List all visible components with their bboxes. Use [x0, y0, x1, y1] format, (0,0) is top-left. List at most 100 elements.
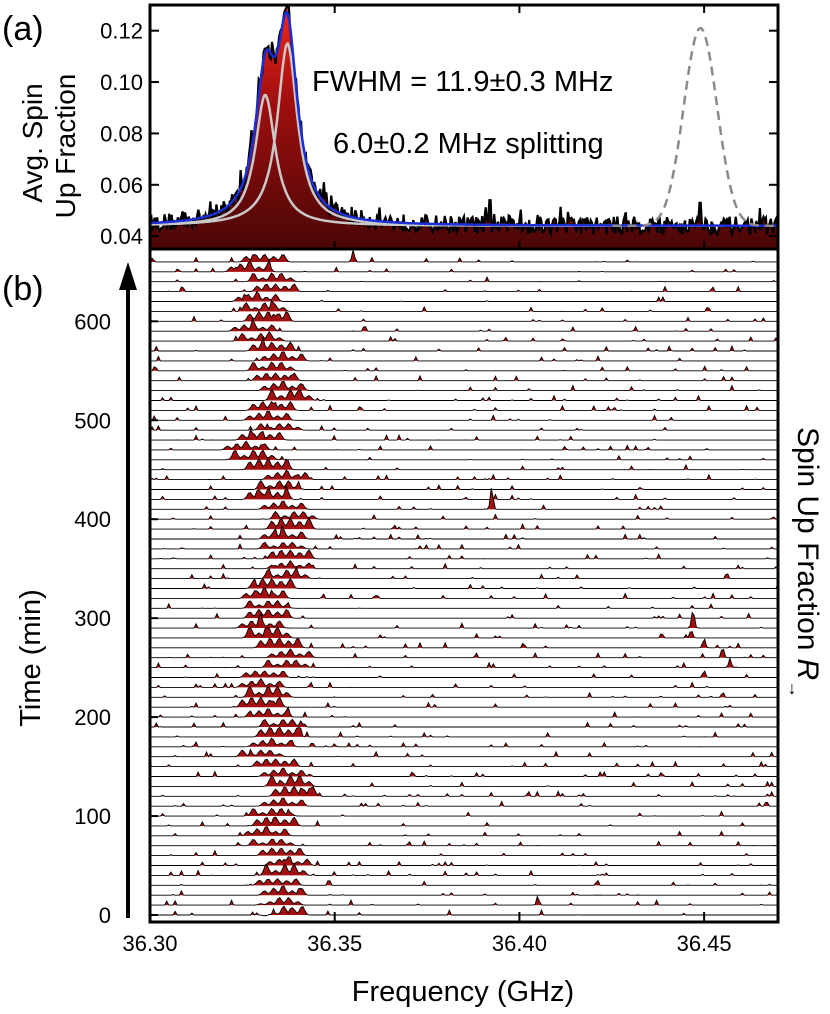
sweep-350-fill — [150, 560, 778, 569]
sweep-560-fill — [150, 351, 778, 361]
y-tick-label: 400 — [74, 507, 111, 532]
sweep-530-line — [150, 381, 778, 392]
sweep-600-line — [150, 310, 778, 322]
sweep-50-fill — [150, 856, 778, 866]
y-tick-label: 0.06 — [100, 173, 143, 198]
sweep-170-line — [150, 737, 778, 748]
sweep-80-line — [150, 826, 778, 837]
sweep-190-line — [150, 718, 778, 728]
sweep-110-fill — [150, 798, 778, 807]
sweep-10-line — [150, 895, 778, 906]
sweep-480-line — [150, 428, 778, 441]
panel-a-y-axis: 0.04 0.06 0.08 0.10 0.12 — [100, 19, 778, 249]
sweep-630-line — [150, 283, 778, 293]
right-label-subscript: → — [785, 680, 805, 698]
sweep-0-fill — [150, 906, 778, 916]
sweep-560-line — [150, 351, 778, 362]
sweep-530-fill — [150, 381, 778, 391]
sweep-260-line — [150, 648, 778, 659]
sweep-610-line — [150, 300, 778, 312]
y-tick-label: 0.04 — [100, 224, 143, 249]
sweep-230-fill — [150, 678, 778, 688]
sweep-60-fill — [150, 848, 778, 856]
sweep-200-line — [150, 705, 778, 718]
sweep-0-line — [150, 905, 778, 917]
panel-b-frame — [148, 247, 780, 924]
sweep-550-fill — [150, 362, 778, 371]
sweep-540-fill — [150, 373, 778, 381]
sweep-610-fill — [150, 301, 778, 312]
sweep-140-fill — [150, 768, 778, 777]
sweep-350-line — [150, 559, 778, 570]
sweep-400-fill — [150, 511, 778, 520]
panel-a-plot-area — [150, 5, 778, 249]
sweep-100-fill — [150, 808, 778, 817]
panel-a-ylabel-line1: Avg. Spin — [17, 83, 48, 202]
sweep-550-line — [150, 361, 778, 372]
y-tick-label: 0 — [99, 903, 111, 928]
sweep-30-line — [150, 878, 778, 886]
right-axis-label: Spin Up Fraction R→ — [785, 427, 824, 698]
sweep-270-fill — [150, 638, 778, 648]
sweep-510-fill — [150, 401, 778, 411]
sweep-580-fill — [150, 331, 778, 342]
sweep-490-fill — [150, 423, 778, 431]
panel-a-ylabel-line2: Up Fraction — [50, 74, 81, 219]
x-tick-label: 36.35 — [307, 931, 362, 956]
panel-a: (a) 0.04 0.06 0.08 0.10 0.12 Avg. Spin Up Fr… — [2, 3, 780, 251]
sweep-90-fill — [150, 817, 778, 826]
sweep-290-line — [150, 611, 778, 629]
sweep-160-fill — [150, 749, 778, 757]
sweep-620-fill — [150, 291, 778, 302]
sweep-430-fill — [150, 480, 778, 490]
sweep-70-line — [150, 838, 778, 847]
fit-line — [150, 10, 778, 227]
y-tick-label: 100 — [74, 804, 111, 829]
sweep-220-line — [150, 685, 778, 698]
sweep-150-fill — [150, 758, 778, 767]
sweep-250-line — [150, 656, 778, 669]
sweep-210-line — [150, 696, 778, 708]
sweep-260-fill — [150, 648, 778, 658]
sweep-120-line — [150, 785, 778, 798]
y-tick-label: 500 — [74, 408, 111, 433]
sweep-310-fill — [150, 600, 778, 609]
sweep-270-line — [150, 637, 778, 649]
x-tick-label: 36.40 — [492, 931, 547, 956]
sweep-510-line — [150, 400, 778, 411]
sweep-430-line — [150, 479, 778, 490]
sweep-490-line — [150, 422, 778, 431]
sweep-280-fill — [150, 627, 778, 638]
sweep-440-fill — [150, 470, 778, 480]
sweep-290-fill — [150, 612, 778, 629]
sweep-130-line — [150, 774, 778, 788]
sweep-360-fill — [150, 550, 778, 559]
sweep-570-fill — [150, 337, 778, 351]
sweep-310-line — [150, 599, 778, 609]
sweep-160-line — [150, 748, 778, 758]
sweep-130-fill — [150, 775, 778, 787]
sweep-240-line — [150, 670, 778, 678]
panel-b-y-axis: 0 100 200 300 400 500 600 — [74, 309, 158, 928]
y-tick-label: 600 — [74, 309, 111, 334]
sweep-500-fill — [150, 411, 778, 421]
time-arrow — [119, 262, 137, 918]
sweep-90-line — [150, 816, 778, 827]
sweep-360-line — [150, 549, 778, 560]
panel-a-label: (a) — [2, 10, 44, 48]
panel-b-x-axis: 36.30 36.35 36.40 36.45 — [122, 5, 732, 956]
sweep-180-line — [150, 726, 778, 738]
y-tick-label: 200 — [74, 705, 111, 730]
sweep-60-line — [150, 847, 778, 857]
sweep-380-fill — [150, 525, 778, 539]
sweep-480-fill — [150, 429, 778, 441]
sweep-640-line — [150, 272, 778, 283]
x-tick-label: 36.45 — [677, 931, 732, 956]
sweep-20-fill — [150, 886, 778, 896]
sweep-580-line — [150, 331, 778, 342]
sweep-10-fill — [150, 896, 778, 906]
sweep-140-line — [150, 767, 778, 777]
sweep-100-line — [150, 807, 778, 817]
